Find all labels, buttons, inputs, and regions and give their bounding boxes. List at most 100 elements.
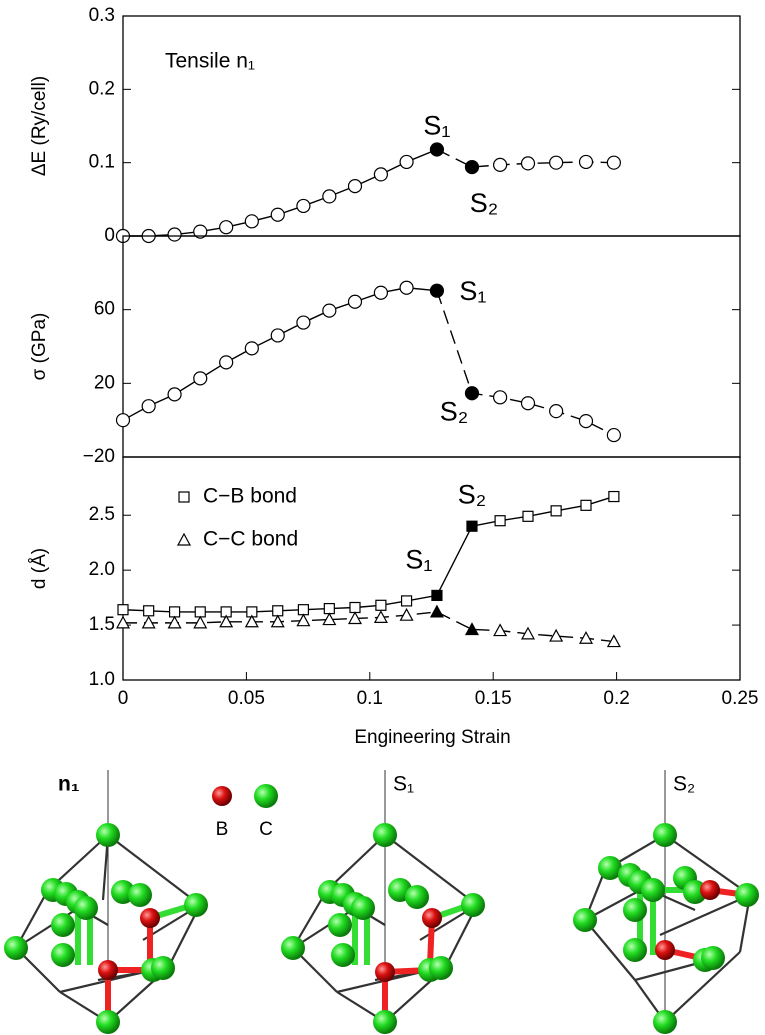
x-tick-label: 0.2 xyxy=(603,688,629,709)
marker xyxy=(579,415,592,428)
carbon-atom xyxy=(331,943,355,967)
carbon-atom xyxy=(96,1010,120,1034)
carbon-atom xyxy=(461,893,485,917)
carbon-atom xyxy=(573,908,597,932)
marker xyxy=(465,161,478,174)
marker xyxy=(579,155,592,168)
marker xyxy=(521,397,534,410)
x-tick-label: 0.05 xyxy=(228,688,265,709)
x-tick-label: 0 xyxy=(118,688,129,709)
boron-atom xyxy=(140,908,160,928)
point-annotation: S₂ xyxy=(470,188,499,218)
x-axis-label: Engineering Strain xyxy=(354,727,510,748)
marker xyxy=(494,625,506,636)
marker xyxy=(521,157,534,170)
carbon-atom xyxy=(701,946,725,970)
marker xyxy=(431,606,443,617)
carbon-atom xyxy=(128,883,152,907)
marker xyxy=(551,506,561,516)
carbon-atom xyxy=(74,896,98,920)
y-tick-label: 60 xyxy=(94,299,115,320)
marker xyxy=(550,405,563,418)
y-tick-label: −20 xyxy=(83,446,115,467)
marker xyxy=(220,221,233,234)
marker xyxy=(323,304,336,317)
carbon-atom xyxy=(4,936,28,960)
marker xyxy=(607,156,620,169)
marker xyxy=(195,607,205,617)
marker xyxy=(494,391,507,404)
y-tick-label: 0.2 xyxy=(89,78,115,99)
structure-label: S₁ xyxy=(393,773,414,796)
point-annotation: S₁ xyxy=(423,111,450,141)
marker xyxy=(402,596,412,606)
marker xyxy=(117,414,130,427)
carbon-atom xyxy=(623,938,647,962)
structure-label: n₁ xyxy=(58,773,80,796)
figure: n₁S₁S₂BC 00.10.20.3ΔE (Ry/cell)Tensile n… xyxy=(0,0,765,1035)
legend-atom xyxy=(212,786,232,806)
marker xyxy=(245,215,258,228)
boron-atom xyxy=(655,940,675,960)
structure-label: S₂ xyxy=(673,773,695,796)
marker xyxy=(298,605,308,615)
legend-atom xyxy=(254,784,278,808)
carbon-atom xyxy=(96,823,120,847)
marker xyxy=(324,604,334,614)
marker xyxy=(467,521,477,531)
carbon-atom xyxy=(373,1010,397,1034)
marker xyxy=(142,400,155,413)
point-annotation: S₁ xyxy=(459,276,486,306)
boron-atom xyxy=(98,960,118,980)
point-annotation: S₁ xyxy=(405,545,432,575)
marker xyxy=(401,609,413,620)
y-tick-label: 20 xyxy=(94,372,115,393)
atom-label: B xyxy=(216,819,229,840)
carbon-atom xyxy=(51,943,75,967)
marker xyxy=(581,500,591,510)
carbon-atom xyxy=(623,898,647,922)
carbon-atom xyxy=(328,913,352,937)
marker xyxy=(271,329,284,342)
series-line xyxy=(123,497,614,612)
marker xyxy=(350,602,360,612)
x-tick-label: 0.15 xyxy=(475,688,512,709)
boron-atom xyxy=(422,908,442,928)
marker xyxy=(430,143,443,156)
carbon-atom xyxy=(184,893,208,917)
marker xyxy=(607,429,620,442)
y-tick-label: 0.1 xyxy=(89,152,115,173)
marker xyxy=(297,199,310,212)
marker xyxy=(297,316,310,329)
marker xyxy=(376,600,386,610)
carbon-atom xyxy=(405,885,429,909)
atom-label: C xyxy=(259,819,273,840)
carbon-atom xyxy=(653,823,677,847)
carbon-atom xyxy=(51,913,75,937)
point-annotation: S₂ xyxy=(440,396,469,426)
marker xyxy=(400,281,413,294)
y-tick-label: 0.3 xyxy=(89,5,115,26)
boron-atom xyxy=(375,962,395,982)
y-tick-label: 1.5 xyxy=(89,614,115,635)
marker xyxy=(550,156,563,169)
marker xyxy=(430,284,443,297)
y-tick-label: 2.0 xyxy=(89,559,115,580)
marker xyxy=(194,372,207,385)
x-tick-label: 0.25 xyxy=(722,688,759,709)
plot-frame xyxy=(123,236,740,457)
carbon-atom xyxy=(653,1010,677,1034)
marker xyxy=(494,158,507,171)
marker xyxy=(348,295,361,308)
marker xyxy=(220,356,233,369)
marker xyxy=(523,511,533,521)
y-axis-label: d (Å) xyxy=(29,548,50,589)
y-tick-label: 1.0 xyxy=(89,669,115,690)
marker xyxy=(348,180,361,193)
marker xyxy=(168,228,181,241)
marker xyxy=(374,168,387,181)
carbon-atom xyxy=(429,956,453,980)
panel-title: Tensile n₁ xyxy=(165,50,255,73)
carbon-atom xyxy=(641,878,665,902)
marker xyxy=(271,208,284,221)
